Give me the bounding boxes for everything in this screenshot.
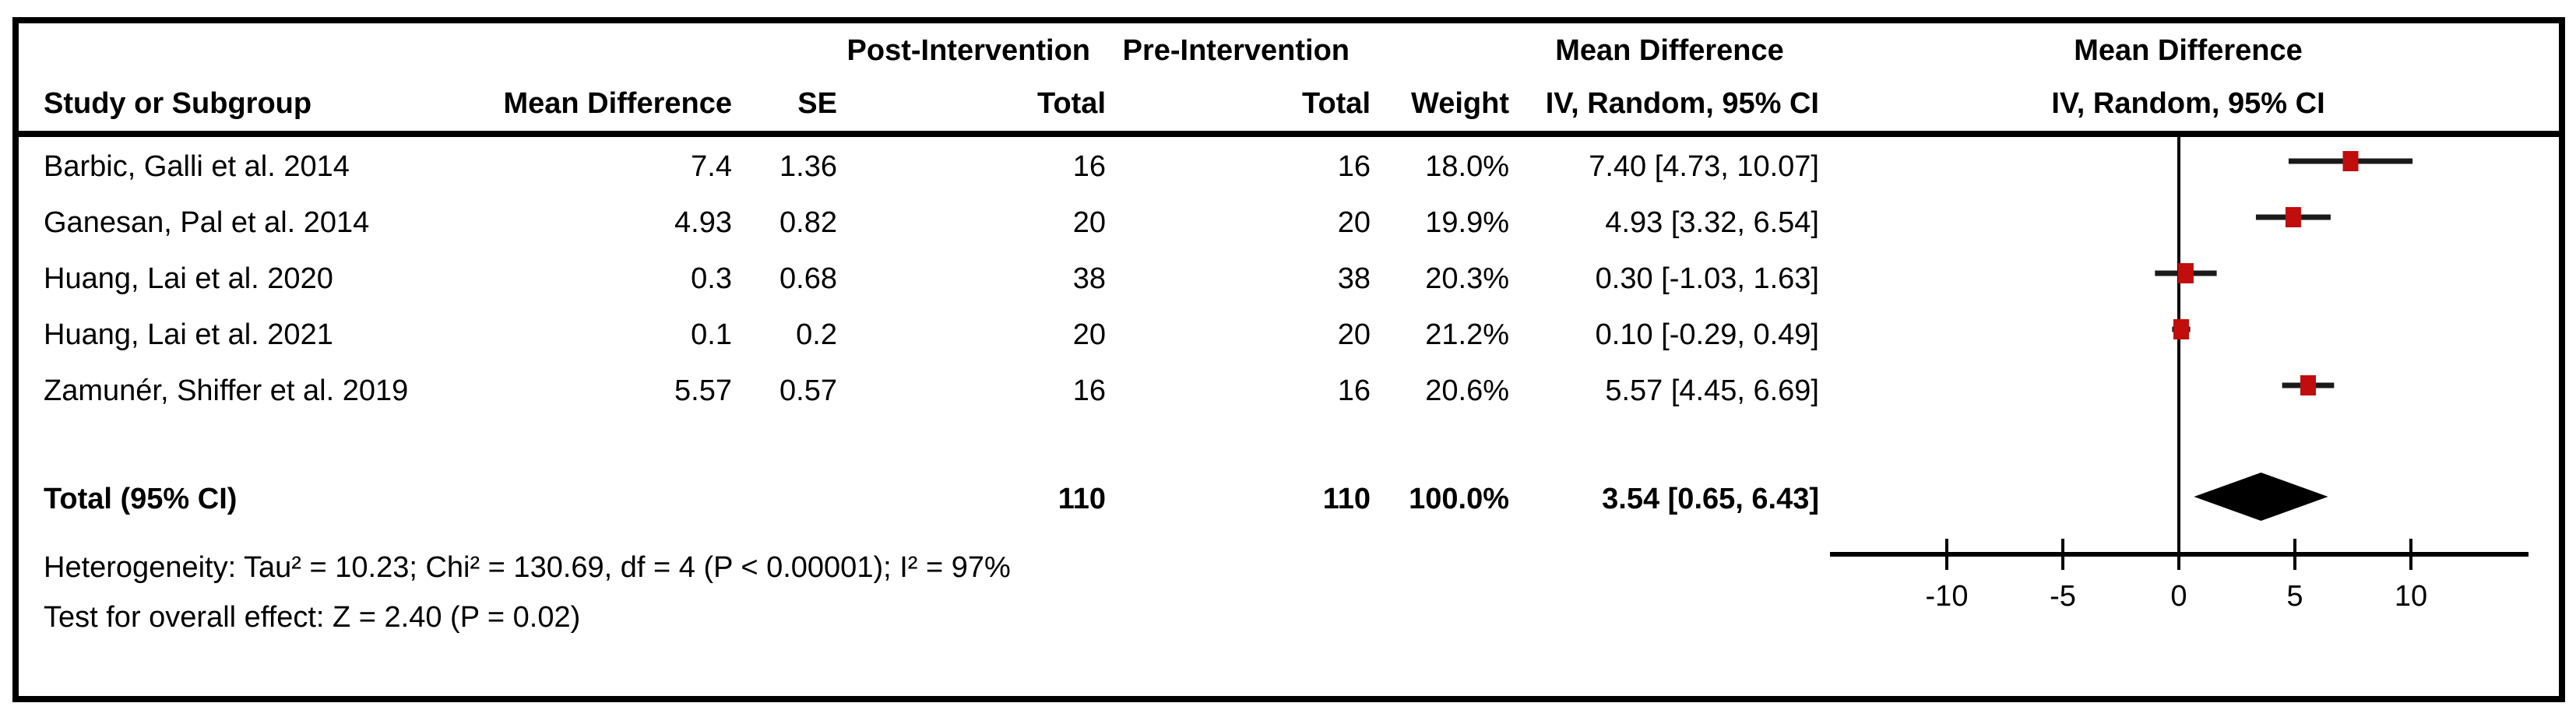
- column-header-total-pre: Total: [1302, 87, 1371, 120]
- plot-subtitle-iv-random-ci: IV, Random, 95% CI: [2051, 87, 2325, 120]
- mean-difference-value: 7.4: [691, 150, 732, 183]
- effect-square: [2173, 319, 2189, 339]
- summary-diamond: [2194, 473, 2328, 521]
- column-group-pre-intervention: Pre-Intervention: [1122, 34, 1350, 67]
- x-axis-tick-label: 0: [2170, 580, 2187, 613]
- post-total-value: 20: [1072, 206, 1106, 239]
- post-total-value: 16: [1072, 374, 1106, 407]
- heterogeneity-stats: Heterogeneity: Tau² = 10.23; Chi² = 130.…: [44, 551, 1011, 584]
- column-header-mean-difference: Mean Difference: [503, 87, 732, 120]
- column-header-study: Study or Subgroup: [44, 87, 312, 120]
- plot-title-mean-difference: Mean Difference: [2074, 34, 2303, 67]
- post-total-value: 20: [1072, 318, 1106, 351]
- header-separator-line: [12, 131, 2565, 137]
- mean-difference-value: 4.93: [674, 206, 732, 239]
- ci-text-value: 7.40 [4.73, 10.07]: [1589, 150, 1819, 183]
- total-post-n: 110: [1057, 483, 1106, 515]
- x-axis-tick-label: -10: [1926, 580, 1969, 613]
- effect-square: [2177, 263, 2194, 283]
- column-group-post-intervention: Post-Intervention: [846, 34, 1090, 67]
- x-axis-tick: [2177, 539, 2180, 570]
- column-header-weight: Weight: [1411, 87, 1509, 120]
- pre-total-value: 16: [1337, 374, 1371, 407]
- effect-square: [2285, 207, 2301, 227]
- total-pre-n: 110: [1322, 483, 1371, 515]
- weight-value: 19.9%: [1425, 206, 1509, 239]
- pre-total-value: 20: [1337, 206, 1371, 239]
- effect-square: [2300, 375, 2316, 395]
- x-axis-tick: [2061, 539, 2064, 570]
- post-total-value: 16: [1072, 150, 1106, 183]
- total-weight: 100.0%: [1409, 483, 1509, 515]
- column-header-se: SE: [797, 87, 837, 120]
- effect-square: [2342, 151, 2359, 171]
- study-name: Huang, Lai et al. 2020: [44, 262, 333, 295]
- ci-text-value: 0.10 [-0.29, 0.49]: [1595, 318, 1819, 351]
- se-value: 1.36: [779, 150, 837, 183]
- study-name: Huang, Lai et al. 2021: [44, 318, 333, 351]
- column-group-mean-difference: Mean Difference: [1555, 34, 1784, 67]
- weight-value: 20.3%: [1425, 262, 1509, 295]
- weight-value: 18.0%: [1425, 150, 1509, 183]
- post-total-value: 38: [1072, 262, 1106, 295]
- ci-text-value: 4.93 [3.32, 6.54]: [1605, 206, 1819, 239]
- column-header-total-post: Total: [1037, 87, 1106, 120]
- ci-text-value: 0.30 [-1.03, 1.63]: [1595, 262, 1819, 295]
- mean-difference-value: 5.57: [674, 374, 732, 407]
- se-value: 0.68: [779, 262, 837, 295]
- total-row-label: Total (95% CI): [44, 483, 238, 515]
- column-header-iv-random-ci: IV, Random, 95% CI: [1545, 87, 1819, 120]
- x-axis-tick-label: -5: [2050, 580, 2076, 613]
- study-name: Ganesan, Pal et al. 2014: [44, 206, 370, 239]
- total-ci-text: 3.54 [0.65, 6.43]: [1602, 483, 1819, 515]
- study-name: Zamunér, Shiffer et al. 2019: [44, 374, 409, 407]
- zero-effect-line: [2177, 137, 2180, 554]
- pre-total-value: 20: [1337, 318, 1371, 351]
- figure-border: [12, 17, 2565, 702]
- pre-total-value: 16: [1337, 150, 1371, 183]
- x-axis-tick-label: 10: [2395, 580, 2427, 613]
- x-axis-tick: [1945, 539, 1948, 570]
- ci-text-value: 5.57 [4.45, 6.69]: [1605, 374, 1819, 407]
- study-name: Barbic, Galli et al. 2014: [44, 150, 350, 183]
- x-axis-tick-label: 5: [2286, 580, 2303, 613]
- overall-effect-test: Test for overall effect: Z = 2.40 (P = 0…: [44, 601, 581, 634]
- mean-difference-value: 0.3: [691, 262, 732, 295]
- x-axis-tick: [2293, 539, 2296, 570]
- pre-total-value: 38: [1337, 262, 1371, 295]
- se-value: 0.57: [779, 374, 837, 407]
- se-value: 0.2: [796, 318, 837, 351]
- x-axis-tick: [2409, 539, 2412, 570]
- se-value: 0.82: [779, 206, 837, 239]
- mean-difference-value: 0.1: [691, 318, 732, 351]
- weight-value: 20.6%: [1425, 374, 1509, 407]
- weight-value: 21.2%: [1425, 318, 1509, 351]
